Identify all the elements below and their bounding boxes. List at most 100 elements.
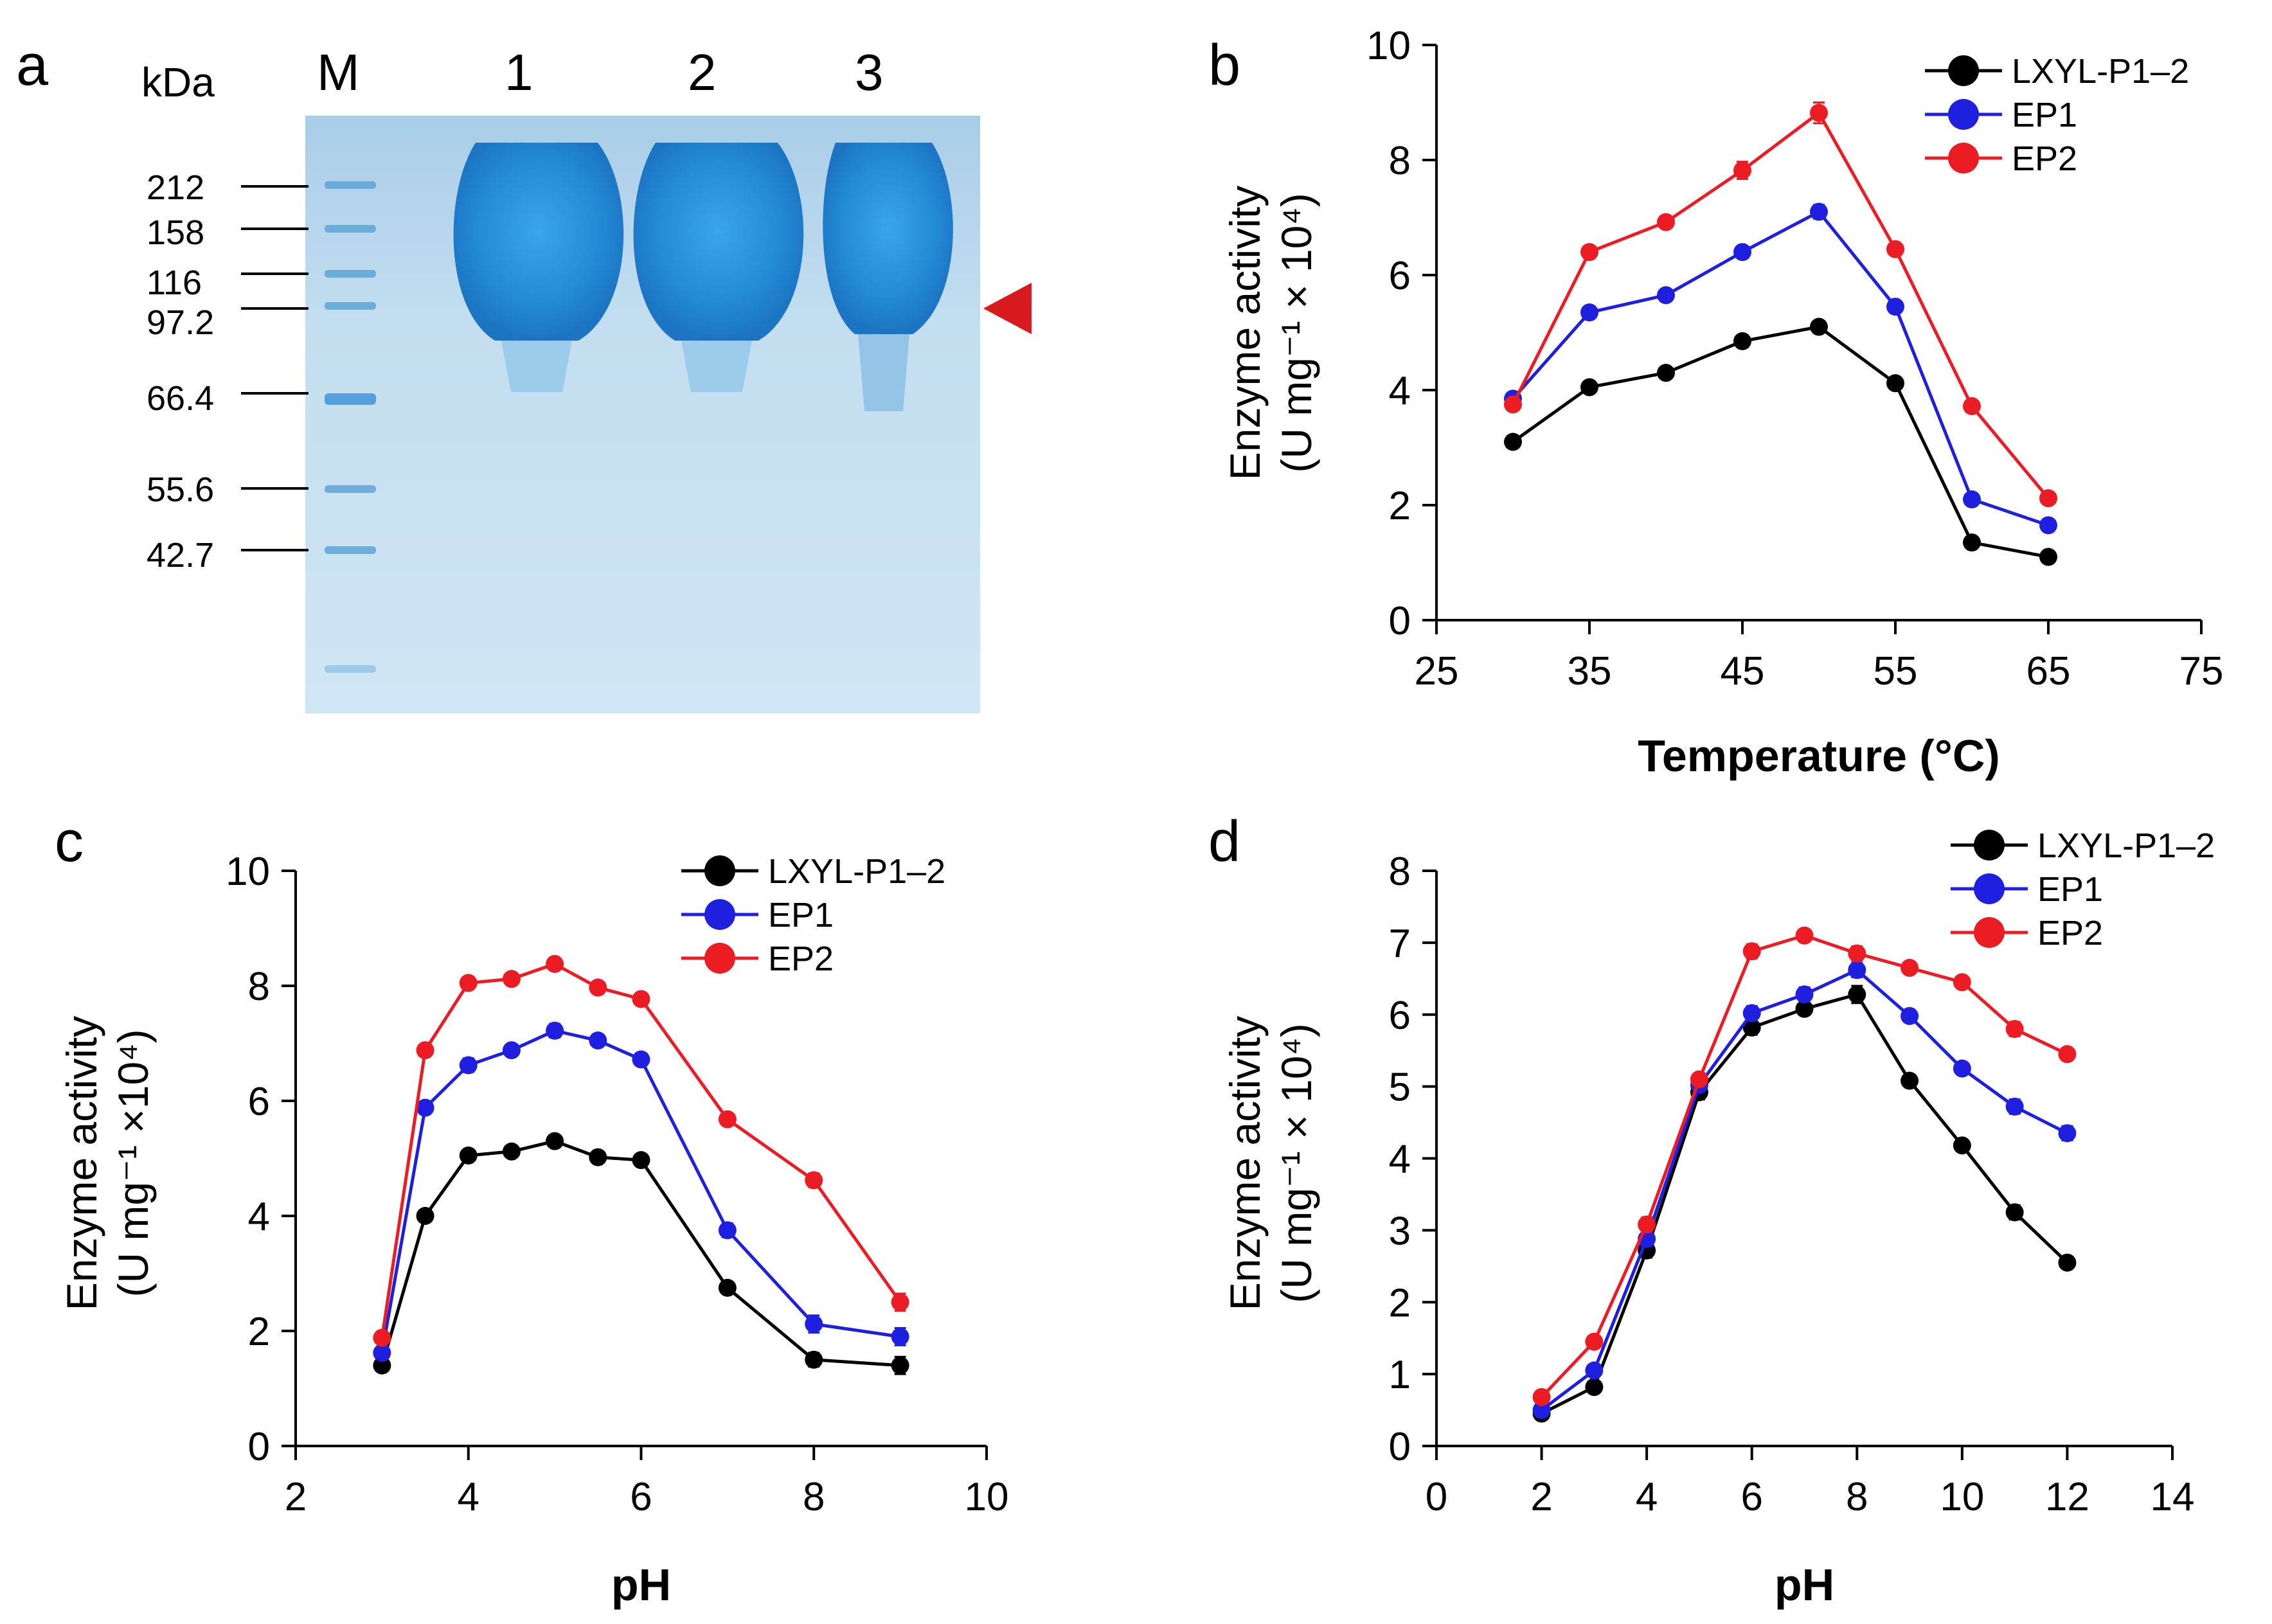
y-tick-label: 4 (248, 1195, 270, 1239)
y-tick-label: 8 (248, 965, 270, 1009)
data-point (1657, 213, 1675, 231)
data-point (2005, 1020, 2024, 1039)
series-lxyl-p1-2 (1504, 317, 2057, 566)
y-tick-label: 6 (248, 1080, 270, 1124)
panel-letter-c: c (55, 810, 84, 874)
legend-label: EP1 (2012, 96, 2077, 134)
series-lxyl-p1-2 (1532, 985, 2077, 1423)
data-point (589, 978, 607, 997)
data-point (1504, 433, 1522, 451)
data-point (1901, 1006, 1919, 1025)
data-point (2039, 489, 2057, 508)
data-point (718, 1221, 737, 1240)
data-point (502, 1041, 521, 1060)
x-tick-label: 4 (1636, 1475, 1658, 1519)
data-point (1795, 985, 1814, 1004)
panel-a-gel: a kDa M 1 2 3 (16, 33, 1032, 713)
data-point (1848, 961, 1866, 979)
data-point (1848, 985, 1866, 1004)
x-tick-label: 35 (1568, 649, 1612, 693)
marker-label-42-7: 42.7 (147, 536, 214, 575)
y-tick-label: 4 (1389, 1138, 1411, 1182)
legend-swatch-marker (704, 943, 735, 974)
data-point (805, 1315, 823, 1334)
y-tick-label: 3 (1389, 1209, 1411, 1253)
data-point (2039, 516, 2057, 535)
x-tick-label: 10 (965, 1475, 1009, 1519)
legend-swatch-marker (704, 855, 735, 886)
marker-label-212: 212 (147, 168, 204, 207)
series-line (1512, 325, 2049, 559)
data-point (632, 1151, 650, 1170)
data-point (1901, 1071, 1919, 1090)
data-point (1585, 1332, 1604, 1351)
data-point (1532, 1401, 1551, 1420)
y-tick-label: 2 (1389, 1281, 1411, 1325)
y-axis-label-line2: (U mg⁻¹ × 10⁴) (1273, 1023, 1320, 1303)
x-tick-label: 10 (1940, 1475, 1984, 1519)
legend-swatch-marker (1948, 143, 1979, 174)
legend-label: EP1 (768, 896, 834, 934)
y-axis-label: Enzyme activity (U mg⁻¹ ×10⁴) (58, 1016, 157, 1310)
data-point (1657, 286, 1675, 305)
y-tick-label: 5 (1389, 1066, 1411, 1110)
series-line (380, 1139, 900, 1368)
sample-lane-2 (633, 143, 804, 392)
kda-label: kDa (141, 59, 215, 105)
lane-label-2: 2 (688, 44, 717, 101)
legend-swatch-marker (1974, 873, 2005, 904)
data-point (632, 990, 650, 1008)
x-axis-label: pH (611, 1560, 671, 1610)
y-tick-label: 10 (1366, 24, 1411, 68)
y-tick-label: 0 (248, 1425, 270, 1469)
x-tick-label: 55 (1874, 649, 1918, 693)
data-point (1886, 298, 1904, 316)
y-axis-label-line1: Enzyme activity (1221, 1016, 1269, 1310)
data-point (1742, 942, 1761, 961)
y-tick-label: 6 (1389, 254, 1411, 298)
data-point (1963, 397, 1981, 416)
legend-label: LXYL-P1–2 (2037, 826, 2215, 865)
data-point (1585, 1361, 1604, 1380)
data-point (1580, 243, 1598, 262)
data-point (1795, 999, 1814, 1018)
data-point (416, 1207, 434, 1225)
data-point (2058, 1045, 2077, 1064)
data-point (1901, 959, 1919, 977)
x-tick-label: 4 (458, 1475, 479, 1519)
data-point (1733, 332, 1751, 350)
data-point (1886, 374, 1904, 393)
x-tick-label: 25 (1415, 649, 1459, 693)
marker-ladder (325, 181, 376, 673)
data-point (1733, 243, 1751, 262)
data-point (1953, 1136, 1971, 1155)
marker-labels: 212 158 116 97.2 66.4 55.6 42.7 (147, 168, 309, 575)
y-tick-label: 0 (1389, 599, 1411, 643)
y-tick-label: 8 (1389, 850, 1411, 894)
x-tick-label: 2 (285, 1475, 307, 1519)
marker-label-116: 116 (147, 263, 202, 302)
y-axis-label-line1: Enzyme activity (1221, 186, 1269, 480)
data-point (1963, 533, 1981, 552)
panel-letter-a: a (16, 33, 49, 98)
y-axis-label: Enzyme activity (U mg⁻¹ × 10⁴) (1221, 186, 1320, 480)
panel-letter-b: b (1208, 33, 1240, 98)
legend-swatch-marker (1974, 917, 2005, 948)
series-ep2 (1532, 926, 2077, 1406)
data-point (416, 1098, 434, 1117)
y-tick-label: 4 (1389, 369, 1411, 413)
data-point (502, 1142, 521, 1161)
x-tick-label: 6 (1740, 1475, 1762, 1519)
data-point (1795, 926, 1814, 945)
y-tick-label: 2 (248, 1310, 270, 1354)
marker-label-158: 158 (147, 213, 204, 252)
data-point (1532, 1388, 1551, 1406)
target-band-arrow-icon (983, 283, 1032, 334)
legend-label: EP1 (2037, 870, 2103, 909)
data-point (1953, 973, 1971, 992)
y-tick-label: 7 (1389, 922, 1411, 966)
y-tick-label: 1 (1389, 1353, 1411, 1397)
data-point (546, 1132, 564, 1150)
legend: LXYL-P1–2 EP1 EP2 (681, 852, 945, 978)
legend-label: EP2 (2012, 139, 2077, 178)
